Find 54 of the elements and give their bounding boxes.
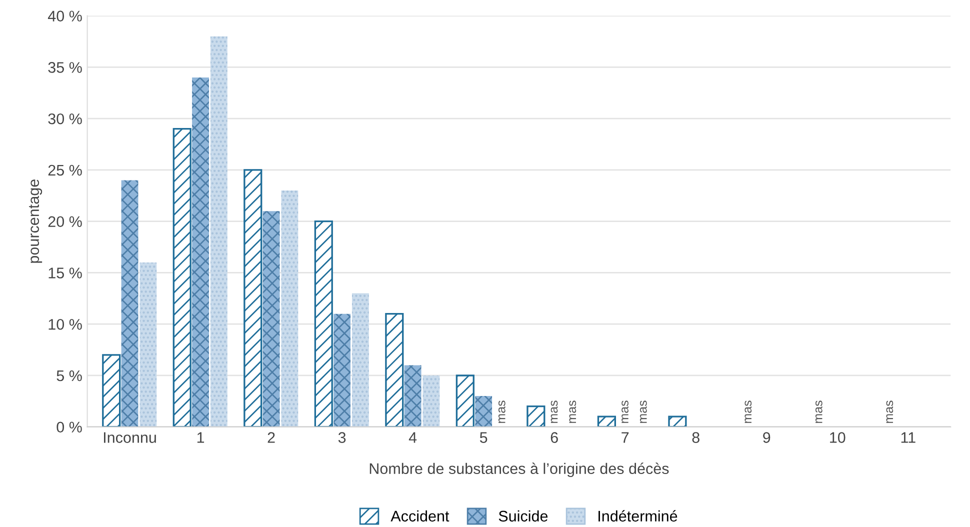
- x-tick-label: 7: [622, 432, 629, 443]
- bar: [334, 314, 351, 427]
- x-tick-label: 11: [901, 432, 916, 443]
- bar: [140, 262, 157, 427]
- text: mas: [622, 400, 628, 423]
- legend-label: Indéterminé: [598, 510, 678, 522]
- bar: [526, 405, 546, 427]
- x-tick-label: 6: [550, 432, 558, 443]
- bar: [352, 293, 369, 427]
- y-tick-label: 40 %: [48, 10, 82, 22]
- bar: [192, 77, 209, 427]
- x-tick-label: 10: [830, 432, 846, 443]
- bar: [102, 354, 121, 427]
- bar: [121, 180, 138, 427]
- y-tick-label: 20 %: [48, 216, 82, 228]
- y-tick-label: 0 %: [56, 422, 82, 433]
- legend-label: Accident: [390, 510, 450, 522]
- bar: [244, 169, 262, 427]
- text: mas: [886, 400, 894, 423]
- bar: [314, 220, 333, 427]
- y-axis-title: pourcentage: [29, 180, 42, 263]
- bar: [422, 375, 440, 427]
- text: mas: [744, 400, 752, 423]
- bar: [210, 36, 228, 427]
- bar: [475, 396, 492, 427]
- x-tick-label: 9: [763, 432, 770, 443]
- y-tick-label: 5 %: [56, 370, 82, 382]
- y-tick-label: 10 %: [48, 318, 82, 330]
- x-tick-label: 1: [197, 432, 204, 443]
- text: mas: [815, 400, 822, 423]
- bar: [404, 365, 422, 427]
- x-tick-label: Inconnu: [104, 432, 156, 443]
- bar: [281, 190, 298, 427]
- bar: [456, 374, 474, 427]
- x-axis-title: Nombre de substances à l’origine des décès: [370, 462, 669, 478]
- x-tick-label: 4: [408, 432, 417, 443]
- x-tick-label: 8: [692, 432, 700, 443]
- y-tick-label: 15 %: [48, 268, 82, 278]
- text: mas: [498, 400, 506, 423]
- bar: [385, 312, 404, 427]
- bar: [668, 416, 687, 427]
- text: mas: [640, 400, 647, 423]
- y-tick-label: 35 %: [48, 62, 82, 73]
- text: mas: [550, 400, 558, 423]
- x-tick-label: 5: [480, 432, 488, 443]
- text: mas: [569, 400, 576, 423]
- bar: [597, 416, 616, 427]
- bar: [262, 211, 280, 427]
- y-tick-label: 25 %: [48, 164, 82, 176]
- legend-label: Suicide: [498, 510, 548, 522]
- bar: [172, 128, 192, 427]
- x-tick-label: 3: [338, 432, 346, 443]
- y-tick-label: 30 %: [48, 113, 82, 124]
- x-tick-label: 2: [268, 432, 275, 443]
